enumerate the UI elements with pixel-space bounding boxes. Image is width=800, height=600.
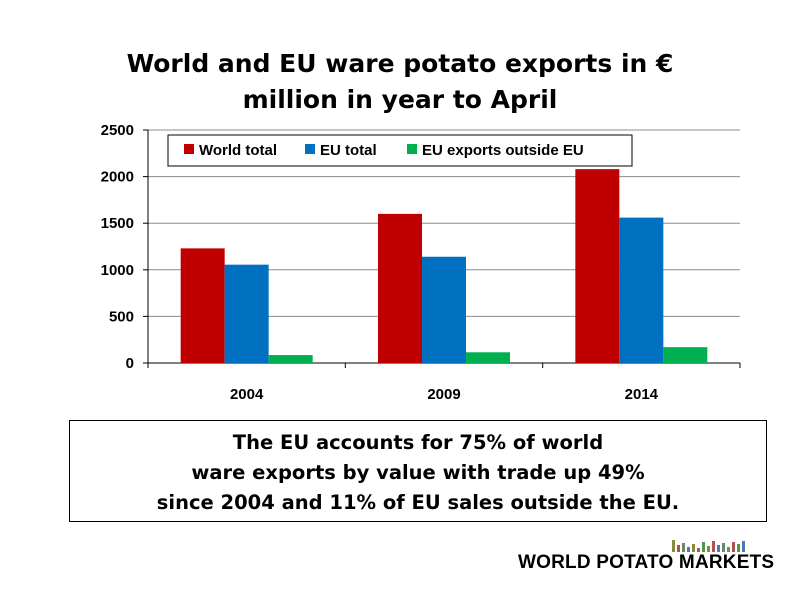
bar	[663, 347, 708, 363]
brand-logo: WORLD POTATO MARKETS	[518, 538, 774, 578]
bar	[268, 355, 313, 363]
bar	[180, 248, 225, 363]
bar	[619, 217, 664, 363]
summary-line-2: ware exports by value with trade up 49%	[191, 461, 645, 484]
legend-swatch	[407, 144, 417, 154]
legend-swatch	[305, 144, 315, 154]
summary-box: The EU accounts for 75% of world ware ex…	[69, 420, 767, 522]
x-tick-label: 2004	[230, 386, 264, 403]
bar	[378, 213, 422, 363]
chart-title: World and EU ware potato exports in € mi…	[0, 46, 800, 118]
bar-chart: 0 500 1000 1500 2000 2500 2004 2009 2014 World to…	[101, 122, 741, 403]
legend-label: EU exports outside EU	[422, 142, 584, 159]
brand-bars-icon	[672, 540, 745, 552]
x-tick-label: 2014	[625, 386, 659, 403]
legend-label: EU total	[320, 142, 377, 159]
summary-line-3: since 2004 and 11% of EU sales outside t…	[156, 491, 680, 514]
summary-line-1: The EU accounts for 75% of world	[232, 431, 604, 454]
y-tick-label: 2000	[101, 169, 134, 186]
bar	[224, 264, 269, 363]
bar	[575, 169, 620, 363]
chart-title-line-2: million in year to April	[242, 85, 558, 114]
y-tick-label: 500	[109, 308, 134, 325]
y-tick-label: 1500	[101, 215, 134, 232]
x-tick-label: 2009	[427, 386, 460, 403]
brand-text: WORLD POTATO MARKETS	[518, 552, 775, 573]
y-tick-label: 2500	[101, 122, 134, 139]
chart-title-line-1: World and EU ware potato exports in €	[126, 49, 674, 78]
legend-swatch	[184, 144, 194, 154]
legend-box	[167, 134, 633, 167]
bar	[466, 352, 510, 363]
y-tick-label: 0	[126, 355, 134, 372]
legend-label: World total	[199, 142, 277, 159]
bar	[422, 256, 466, 363]
y-tick-label: 1000	[101, 262, 134, 279]
